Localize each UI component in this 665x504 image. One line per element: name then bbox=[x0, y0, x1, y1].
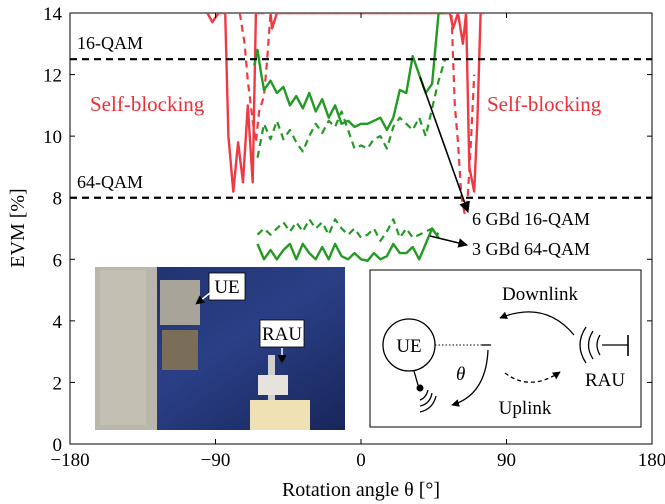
downlink-arrow bbox=[499, 311, 575, 336]
series-line-3 bbox=[256, 58, 447, 158]
photo-rau-device bbox=[258, 375, 288, 395]
arrow-64qam bbox=[429, 235, 468, 248]
photo-table bbox=[250, 400, 310, 430]
arrow-label-64qam: 3 GBd 64-QAM bbox=[472, 239, 590, 259]
rotation-angle-label: θ bbox=[456, 364, 465, 385]
photo-ue-arrow bbox=[195, 292, 211, 305]
ue-antenna-waves bbox=[419, 389, 437, 413]
y-tick-label-4: 8 bbox=[53, 189, 63, 210]
y-tick-label-5: 10 bbox=[43, 127, 62, 148]
threshold-layer bbox=[70, 58, 652, 199]
x-tick-label-1: −90 bbox=[201, 450, 231, 471]
series-line-5 bbox=[256, 218, 440, 242]
x-tick-label-4: 180 bbox=[638, 450, 665, 471]
inset-photo: UE RAU bbox=[95, 267, 345, 430]
series-layer bbox=[206, 13, 484, 262]
threshold-label-64qam: 64-QAM bbox=[77, 172, 143, 192]
photo-ue-board bbox=[162, 330, 198, 370]
photo-rau-label-box bbox=[259, 319, 305, 348]
photo-ue-label: UE bbox=[214, 277, 239, 298]
arrow-label-16qam: 6 GBd 16-QAM bbox=[472, 209, 590, 229]
y-tick-label-0: 0 bbox=[53, 435, 63, 456]
ue-antenna-stem bbox=[413, 370, 419, 386]
uplink-arrow bbox=[504, 371, 561, 383]
diagram-downlink-label: Downlink bbox=[502, 284, 579, 305]
rau-antenna-waves bbox=[579, 326, 601, 364]
y-tick-label-3: 6 bbox=[53, 250, 63, 271]
photo-ue-device bbox=[160, 280, 200, 325]
x-tick-label-2: 0 bbox=[356, 450, 366, 471]
y-tick-label-2: 4 bbox=[53, 312, 63, 333]
photo-rau-label: RAU bbox=[262, 324, 302, 345]
threshold-label-16qam: 16-QAM bbox=[77, 33, 143, 53]
rotation-arc bbox=[451, 349, 489, 407]
diagram-rau-label: RAU bbox=[585, 370, 625, 391]
diagram-ue-label: UE bbox=[396, 336, 421, 357]
photo-wall-texture bbox=[100, 270, 146, 425]
photo-ue-label-box bbox=[208, 272, 246, 301]
self-blocking-left-label: Self-blocking bbox=[90, 92, 205, 116]
x-axis-title: Rotation angle θ [°] bbox=[282, 479, 440, 501]
y-tick-label-6: 12 bbox=[43, 66, 62, 87]
y-tick-label-1: 2 bbox=[53, 373, 63, 394]
series-line-4 bbox=[256, 227, 440, 262]
axis-layer: −180 −90 0 90 180 0 2 4 6 8 10 12 14 bbox=[43, 4, 665, 471]
x-tick-label-3: 90 bbox=[497, 450, 516, 471]
self-blocking-right-label: Self-blocking bbox=[487, 92, 602, 116]
x-tick-label-0: −180 bbox=[50, 450, 89, 471]
diagram-uplink-label: Uplink bbox=[499, 398, 552, 419]
ue-antenna-dot bbox=[416, 384, 424, 392]
arrow-16qam bbox=[419, 76, 470, 214]
y-axis-title: EVM [%] bbox=[7, 188, 29, 267]
inset-diagram: UE θ Downlink Uplink RAU bbox=[369, 269, 642, 428]
y-tick-label-7: 14 bbox=[43, 4, 63, 25]
